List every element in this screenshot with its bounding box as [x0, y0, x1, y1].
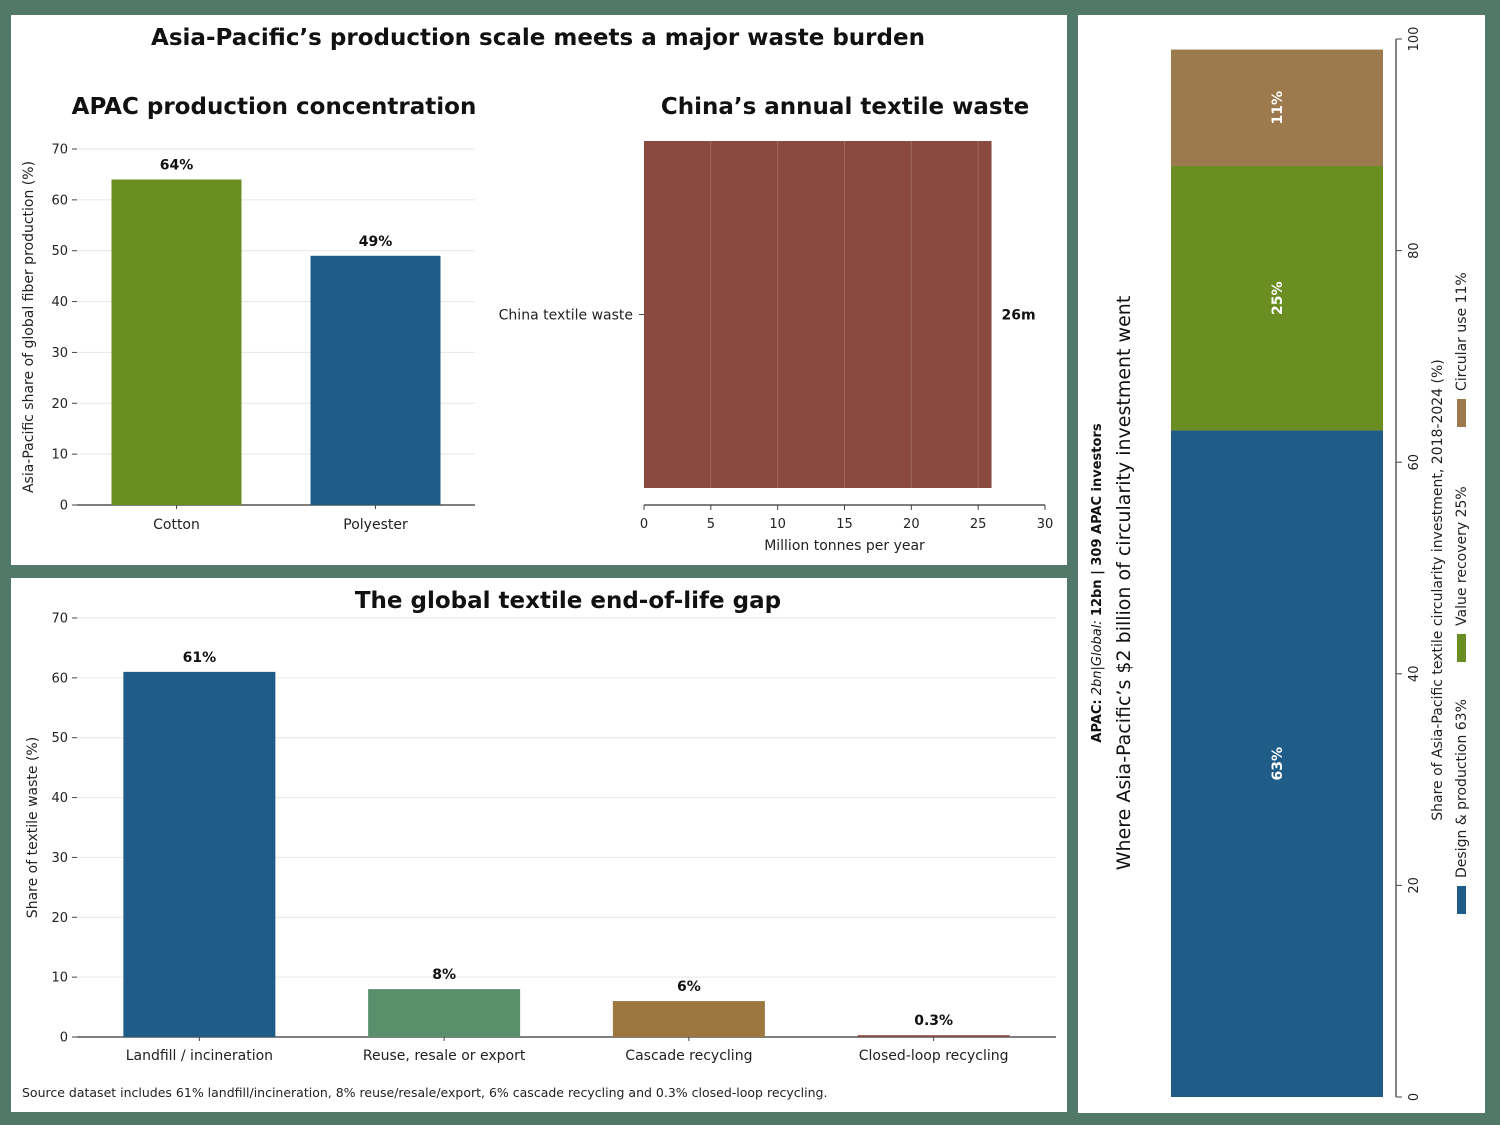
data-label: 0.3% [914, 1013, 953, 1029]
y-tick-label: 60 [51, 671, 68, 686]
end-of-life-chart: The global textile end-of-life gap 0 10 20 3… [25, 588, 1056, 1064]
x-tick-label: Cascade recycling [625, 1048, 752, 1064]
y-tick-label: 10 [51, 971, 68, 986]
y-tick-label: 60 [51, 193, 68, 208]
subtitle-part: APAC: [1090, 699, 1105, 742]
top-panel: Asia-Pacific’s production scale meets a … [11, 15, 1067, 565]
bar [368, 989, 521, 1037]
y-tick-label: 20 [51, 397, 68, 412]
supertitle: Asia-Pacific’s production scale meets a … [151, 25, 925, 51]
bar [310, 255, 441, 505]
x-tick-label: 20 [903, 517, 920, 532]
legend-label: Value recovery 25% [1454, 486, 1470, 626]
chart-title: The global textile end-of-life gap [355, 588, 781, 614]
data-label: 6% [677, 979, 701, 995]
x-tick-label: 25 [970, 517, 987, 532]
chart-title: APAC production concentration [72, 94, 477, 120]
y-tick-label: China textile waste [499, 308, 633, 324]
right-panel: 63% 25% 11% 0 20 40 60 80 100 Share of Asia-Pacif… [1078, 15, 1485, 1113]
legend-swatch [1457, 399, 1466, 427]
x-axis-label: Million tonnes per year [764, 538, 925, 554]
data-label: 8% [432, 967, 456, 983]
investment-stack-chart: 63% 25% 11% 0 20 40 60 80 100 Share of Asia-Pacif… [1090, 27, 1470, 1102]
bar [612, 1001, 765, 1037]
production-concentration-chart: APAC production concentration 0 10 20 30 40 50… [21, 94, 476, 533]
x-tick-label: Closed-loop recycling [859, 1048, 1009, 1064]
bar [123, 671, 276, 1037]
segment-label: 25% [1270, 281, 1286, 315]
data-label: 61% [183, 650, 217, 666]
y-tick-label: 30 [51, 346, 68, 361]
y-tick-label: 20 [51, 911, 68, 926]
y-tick-label: 40 [1407, 666, 1422, 683]
segment-label: 63% [1270, 747, 1286, 781]
y-tick-label: 30 [51, 851, 68, 866]
stack-segment [1171, 49, 1383, 166]
y-axis-label: Asia-Pacific share of global fiber produ… [21, 161, 37, 493]
source-note: Source dataset includes 61% landfill/inc… [22, 1085, 827, 1100]
top-panel-canvas: Asia-Pacific’s production scale meets a … [21, 25, 1054, 554]
stack-segment [1171, 430, 1383, 1098]
bottom-panel-canvas: The global textile end-of-life gap 0 10 20 3… [22, 588, 1056, 1100]
legend-swatch [1457, 886, 1466, 914]
y-tick-label: 40 [51, 791, 68, 806]
x-tick-label: Reuse, resale or export [363, 1048, 526, 1064]
y-tick-label: 20 [1407, 877, 1422, 894]
data-label: 49% [359, 234, 393, 250]
chart-title: China’s annual textile waste [661, 94, 1029, 120]
subtitle-part: 12bn | 309 APAC investors [1090, 423, 1105, 616]
x-tick-label: 0 [640, 517, 648, 532]
legend-label: Design & production 63% [1454, 699, 1470, 878]
y-tick-label: 10 [51, 448, 68, 463]
bar [644, 141, 992, 488]
y-tick-label: 0 [60, 1031, 68, 1046]
y-tick-label: 60 [1407, 454, 1422, 471]
y-tick-label: 50 [51, 244, 68, 259]
y-tick-label: 40 [51, 295, 68, 310]
right-panel-canvas: 63% 25% 11% 0 20 40 60 80 100 Share of Asia-Pacif… [1090, 27, 1470, 1102]
legend-label: Circular use 11% [1454, 272, 1470, 391]
china-waste-chart: China’s annual textile waste 0 5 10 15 20 25 30… [499, 94, 1054, 554]
bar [857, 1035, 1010, 1037]
x-tick-label: Cotton [153, 517, 200, 533]
y-axis-label: Share of textile waste (%) [25, 737, 41, 918]
x-tick-label: 30 [1037, 517, 1054, 532]
chart-subtitle: APAC: 2bn|Global: 12bn | 309 APAC invest… [1090, 423, 1105, 742]
x-tick-label: 15 [836, 517, 853, 532]
y-tick-label: 80 [1407, 242, 1422, 259]
subtitle-part: 2bn|Global: [1090, 616, 1105, 699]
data-label: 26m [1002, 308, 1036, 324]
data-label: 64% [160, 158, 194, 174]
x-tick-label: 10 [769, 517, 786, 532]
y-tick-label: 100 [1407, 27, 1422, 52]
y-tick-label: 0 [1407, 1093, 1422, 1101]
y-tick-label: 70 [51, 143, 68, 158]
bar [111, 179, 242, 505]
x-tick-label: 5 [707, 517, 715, 532]
y-axis-label: Share of Asia-Pacific textile circularit… [1430, 359, 1446, 821]
y-tick-label: 70 [51, 612, 68, 627]
y-tick-label: 0 [60, 499, 68, 514]
bottom-panel: The global textile end-of-life gap 0 10 20 3… [11, 578, 1067, 1112]
x-tick-label: Polyester [343, 517, 408, 533]
segment-label: 11% [1270, 91, 1286, 125]
x-tick-label: Landfill / incineration [126, 1048, 273, 1064]
stack-segment [1171, 165, 1383, 431]
y-tick-label: 50 [51, 731, 68, 746]
legend-swatch [1457, 634, 1466, 662]
chart-title: Where Asia-Pacific’s $2 billion of circu… [1113, 296, 1135, 871]
